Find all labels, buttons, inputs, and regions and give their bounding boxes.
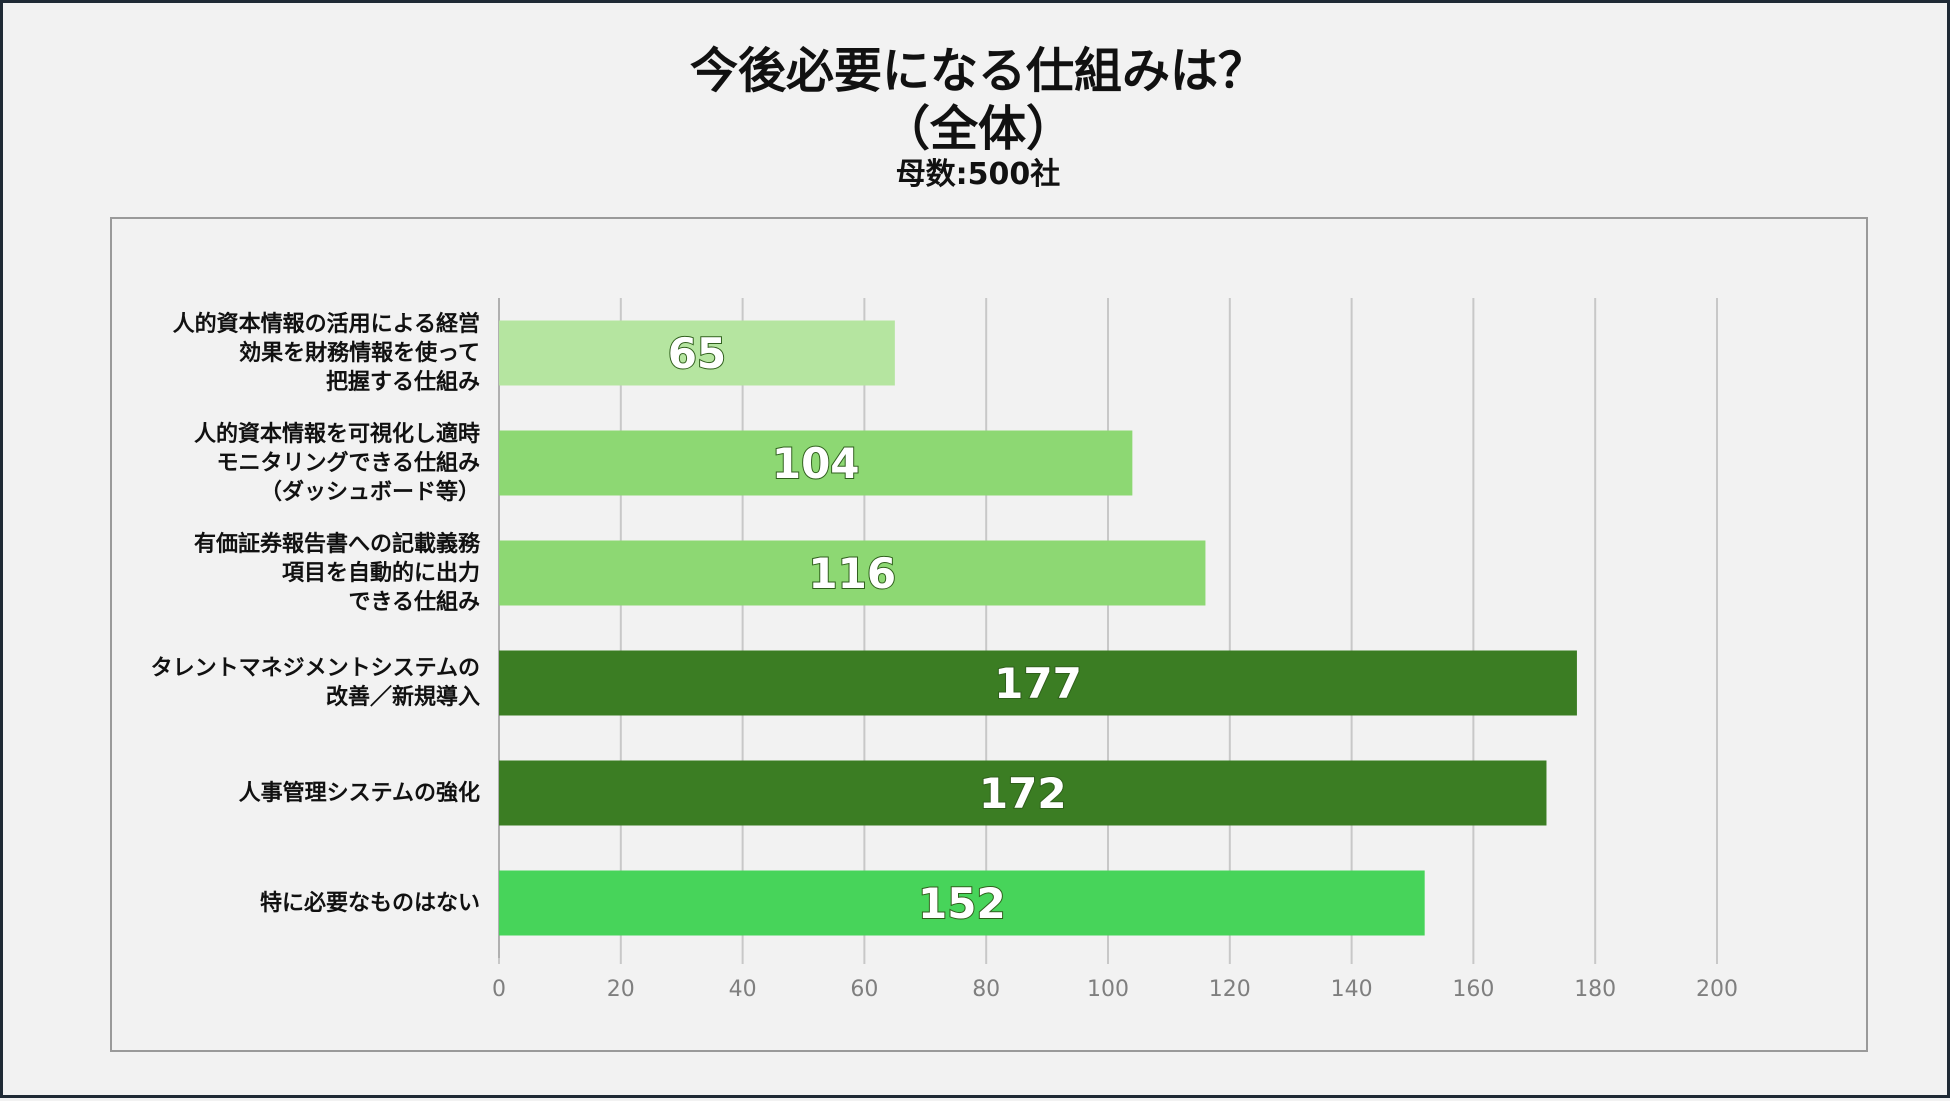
category-label-line: 把握する仕組み (325, 369, 480, 395)
category-label-line: 人的資本情報を可視化し適時 (193, 421, 480, 447)
x-tick-label: 180 (1574, 977, 1616, 1002)
x-tick-label: 140 (1331, 977, 1373, 1002)
bar (499, 540, 1206, 606)
bar (499, 650, 1577, 716)
category-label-line: タレントマネジメントシステムの (150, 656, 480, 681)
x-tick-label: 20 (607, 977, 635, 1002)
bar (499, 870, 1425, 936)
category-label: 人事管理システムの強化 (113, 779, 480, 808)
x-tick-label: 40 (729, 977, 757, 1002)
category-label: 人的資本情報を可視化し適時モニタリングできる仕組み （ダッシュボード等） (113, 420, 480, 507)
category-label-line: 有価証券報告書への記載義務 (193, 531, 480, 557)
bar-value-label: 65 (668, 329, 726, 378)
chart-subtitle: 母数:500社 (895, 157, 1061, 192)
category-label-line: （ダッシュボード等） (259, 479, 480, 505)
bar (499, 430, 1133, 496)
bar (499, 320, 895, 386)
bar-chart: 0 20 40 60 80 100 120 140 160 180 200 65 104 116 177 17… (492, 298, 1738, 1002)
category-label: 特に必要なものはない (113, 889, 480, 918)
x-tick-label: 200 (1696, 977, 1738, 1002)
x-tick-label: 0 (492, 977, 506, 1002)
category-label-line: 改善／新規導入 (325, 685, 480, 710)
category-label-line: できる仕組み (348, 589, 480, 615)
x-tick-label: 120 (1209, 977, 1251, 1002)
x-tick-label: 100 (1087, 977, 1129, 1002)
category-label-line: 人的資本情報の活用による経営 (172, 311, 480, 337)
bar-value-label: 172 (979, 769, 1067, 818)
chart-title-line-1: 今後必要になる仕組みは？ (689, 43, 1266, 99)
plot-area-border (110, 217, 1868, 1052)
category-label-line: モニタリングできる仕組み (216, 450, 480, 476)
x-tick-label: 160 (1452, 977, 1494, 1002)
bar-value-label: 116 (808, 549, 896, 598)
category-label-line: 人事管理システムの強化 (238, 780, 480, 806)
category-label-line: 特に必要なものはない (259, 890, 480, 916)
category-label-line: 効果を財務情報を使って (239, 340, 480, 366)
bar-value-label: 152 (918, 879, 1006, 928)
bar (499, 760, 1547, 826)
category-label-line: 項目を自動的に出力 (281, 560, 480, 586)
x-tick-label: 60 (850, 977, 878, 1002)
bar-value-label: 177 (994, 659, 1082, 708)
chart-title-line-2: （全体） (881, 101, 1074, 157)
x-tick-label: 80 (972, 977, 1000, 1002)
category-label: タレントマネジメントシステムの改善／新規導入 (113, 654, 480, 712)
category-label: 人的資本情報の活用による経営効果を財務情報を使って把握する仕組み (113, 310, 480, 397)
bar-value-label: 104 (772, 439, 860, 488)
category-label: 有価証券報告書への記載義務項目を自動的に出力できる仕組み (113, 530, 480, 617)
